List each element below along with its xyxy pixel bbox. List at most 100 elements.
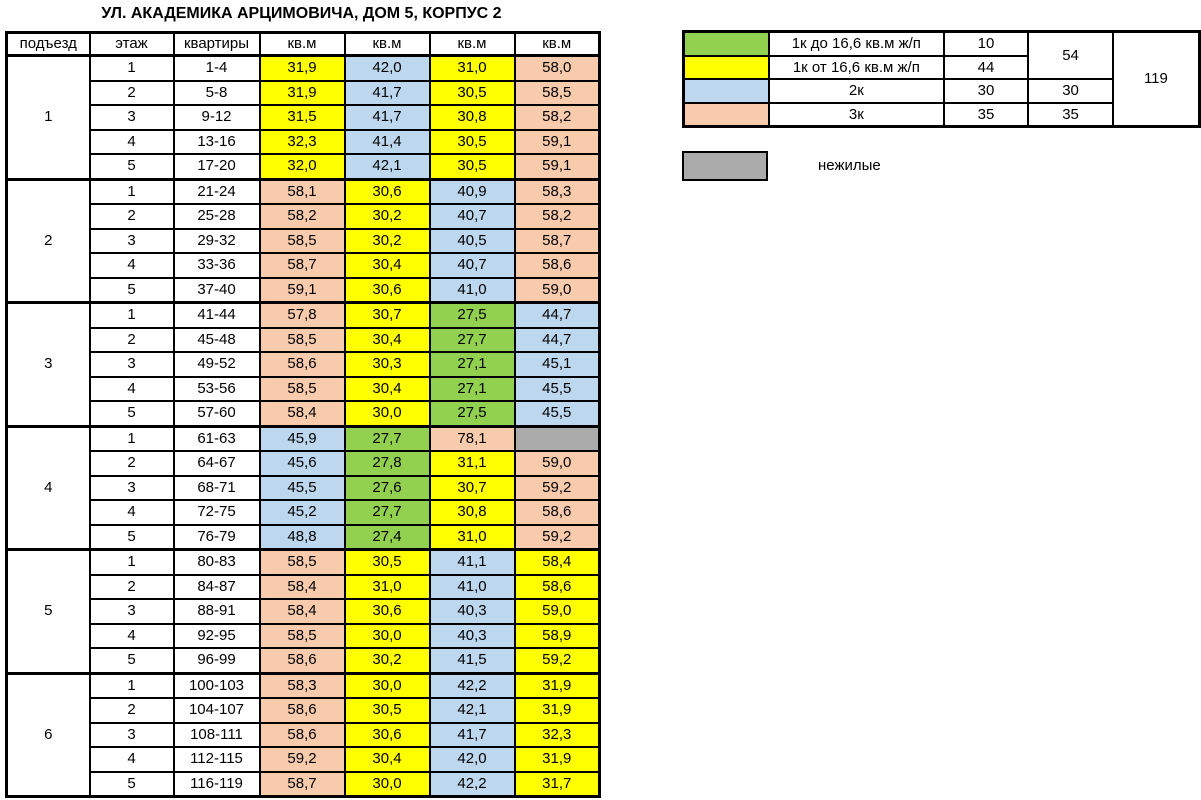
area-cell: 30,2 [343, 647, 431, 674]
area-cell: 58,0 [513, 54, 601, 82]
area-cell: 58,2 [513, 104, 601, 131]
floor-cell: 1 [88, 301, 175, 329]
floor-cell: 4 [88, 499, 175, 526]
legend-swatch-peach-3k [682, 101, 770, 128]
legend-count: 30 [942, 78, 1030, 104]
legend-swatch-green-1k-small [682, 30, 770, 57]
area-cell: 40,7 [428, 252, 516, 279]
area-cell: 40,9 [428, 177, 516, 205]
floor-cell: 2 [88, 326, 175, 353]
apartments-cell: 64-67 [172, 450, 261, 477]
apartments-cell: 49-52 [172, 351, 261, 378]
nonresidential-swatch [682, 151, 768, 181]
floor-cell: 4 [88, 252, 175, 279]
apartments-cell: 13-16 [172, 128, 261, 155]
table-row: 2 45-48 58,5 30,4 27,7 44,7 [7, 326, 601, 353]
floor-cell: 4 [88, 746, 175, 773]
area-cell: 31,9 [513, 671, 601, 699]
legend-table: 1к до 16,6 кв.м ж/п 10 54 119 1к от 16,6… [682, 30, 1201, 128]
area-cell: 58,6 [258, 351, 346, 378]
area-cell: 31,9 [513, 746, 601, 773]
area-cell: 58,5 [258, 326, 346, 353]
apartments-cell: 41-44 [172, 301, 261, 329]
area-cell: 58,4 [513, 548, 601, 576]
entrance-cell: 1 [5, 54, 91, 180]
area-cell: 41,7 [428, 721, 516, 748]
legend-row: 2к 30 30 [682, 78, 1200, 104]
floor-cell: 2 [88, 450, 175, 477]
apartments-cell: 17-20 [172, 153, 261, 180]
area-cell: 31,1 [428, 450, 516, 477]
floor-cell: 1 [88, 54, 175, 82]
apartments-cell: 61-63 [172, 424, 261, 452]
area-cell: 58,5 [258, 622, 346, 649]
entrance-cell: 3 [5, 301, 91, 427]
table-row: 2 1 21-24 58,1 30,6 40,9 58,3 [5, 177, 601, 304]
floor-cell: 3 [88, 104, 175, 131]
area-cell: 58,6 [513, 252, 601, 279]
area-cell: 27,5 [428, 400, 516, 427]
floor-cell: 3 [88, 227, 175, 254]
table-row: 3 9-12 31,5 41,7 30,8 58,2 [7, 104, 601, 131]
area-cell: 58,6 [258, 721, 346, 748]
area-cell: 30,2 [343, 227, 431, 254]
area-cell: 30,7 [343, 301, 431, 329]
table-row: 3 68-71 45,5 27,6 30,7 59,2 [7, 474, 601, 501]
area-cell [513, 424, 601, 452]
apartments-cell: 88-91 [172, 598, 261, 625]
floor-cell: 1 [88, 671, 175, 699]
floor-cell: 5 [88, 400, 175, 427]
legend-subtotal-2k: 30 [1027, 78, 1114, 104]
area-cell: 30,0 [343, 671, 431, 699]
entrance-cell: 2 [5, 177, 91, 304]
column-header: кв.м [513, 31, 601, 57]
table-row: 2 64-67 45,6 27,8 31,1 59,0 [7, 450, 601, 477]
apartments-cell: 9-12 [172, 104, 261, 131]
apartments-cell: 108-111 [172, 721, 261, 748]
table-row: 3 49-52 58,6 30,3 27,1 45,1 [7, 351, 601, 378]
area-cell: 30,0 [343, 400, 431, 427]
legend-subtotal-3k: 35 [1027, 101, 1114, 128]
area-cell: 44,7 [513, 301, 601, 329]
area-cell: 30,3 [343, 351, 431, 378]
floor-cell: 5 [88, 276, 175, 304]
area-cell: 30,8 [428, 499, 516, 526]
area-cell: 30,6 [343, 598, 431, 625]
area-cell: 27,7 [428, 326, 516, 353]
area-cell: 58,9 [513, 622, 601, 649]
area-cell: 41,0 [428, 276, 516, 304]
table-row: 2 104-107 58,6 30,5 42,1 31,9 [7, 697, 601, 724]
area-cell: 41,7 [343, 79, 431, 106]
area-cell: 58,2 [513, 203, 601, 230]
table-row: 4 92-95 58,5 30,0 40,3 58,9 [7, 622, 601, 649]
area-cell: 40,3 [428, 598, 516, 625]
entrance-cell: 5 [5, 548, 91, 674]
area-cell: 41,5 [428, 647, 516, 674]
area-cell: 40,7 [428, 203, 516, 230]
area-cell: 58,4 [258, 598, 346, 625]
page-title: УЛ. АКАДЕМИКА АРЦИМОВИЧА, ДОМ 5, КОРПУС … [101, 5, 502, 22]
area-cell: 58,6 [513, 573, 601, 600]
area-cell: 41,0 [428, 573, 516, 600]
floor-cell: 3 [88, 721, 175, 748]
area-cell: 58,5 [258, 548, 346, 576]
area-cell: 32,3 [258, 128, 346, 155]
area-cell: 45,1 [513, 351, 601, 378]
floor-cell: 5 [88, 523, 175, 551]
apartments-cell: 33-36 [172, 252, 261, 279]
table-row: 2 25-28 58,2 30,2 40,7 58,2 [7, 203, 601, 230]
area-cell: 59,2 [258, 746, 346, 773]
area-cell: 58,4 [258, 573, 346, 600]
floor-cell: 2 [88, 697, 175, 724]
floor-cell: 1 [88, 548, 175, 576]
table-row: 5 116-119 58,7 30,0 42,2 31,7 [7, 770, 601, 798]
table-row: 5 57-60 58,4 30,0 27,5 45,5 [7, 400, 601, 427]
area-cell: 59,1 [513, 153, 601, 180]
floor-cell: 5 [88, 153, 175, 180]
legend-label: 2к [767, 78, 945, 104]
area-cell: 32,3 [513, 721, 601, 748]
apartments-cell: 1-4 [172, 54, 261, 82]
area-cell: 41,1 [428, 548, 516, 576]
area-cell: 30,0 [343, 770, 431, 798]
entrance-cell: 6 [5, 671, 91, 798]
